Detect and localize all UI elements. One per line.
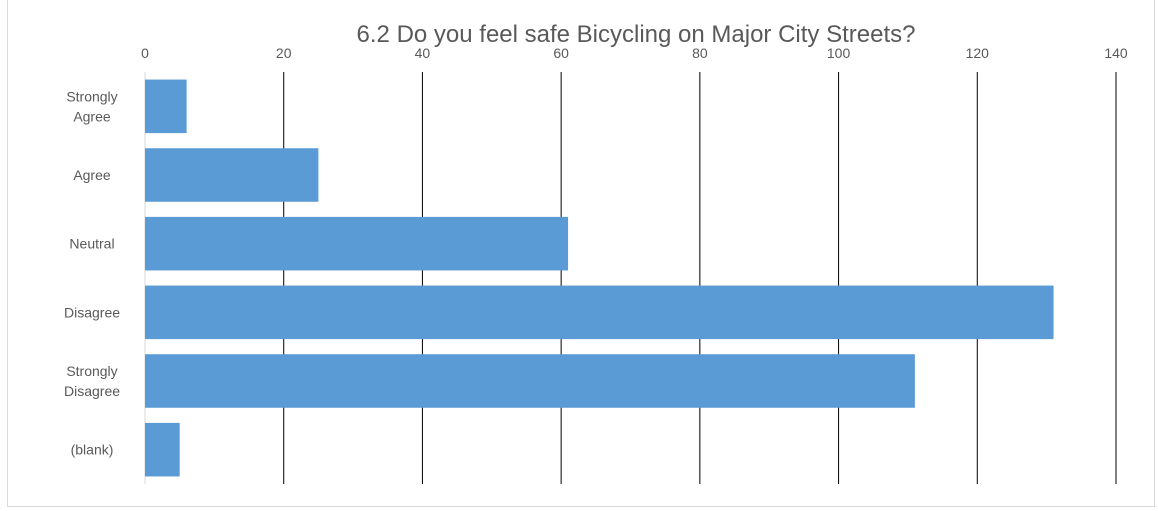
bar (145, 148, 319, 202)
x-tick-label: 80 (692, 45, 708, 61)
bar (145, 216, 569, 271)
bars (145, 79, 1054, 477)
category-label: Neutral (69, 236, 114, 252)
chart-title: 6.2 Do you feel safe Bicycling on Major … (357, 21, 916, 48)
category-label: Strongly Disagree (64, 363, 120, 399)
y-axis-categories: Strongly Agree Agree Neutral Disagree Strongl… (64, 88, 120, 457)
x-tick-label: 100 (827, 45, 851, 61)
bar (145, 354, 915, 408)
x-tick-label: 20 (276, 45, 292, 61)
x-axis-ticks: 0 20 40 60 80 100 120 140 (141, 45, 1128, 61)
x-tick-label: 60 (553, 45, 569, 61)
bar (145, 285, 1054, 340)
x-tick-label: 140 (1104, 45, 1128, 61)
x-tick-label: 0 (141, 45, 149, 61)
category-label: Strongly Agree (66, 88, 117, 124)
bar (145, 79, 187, 134)
category-label: Disagree (64, 304, 120, 320)
x-tick-label: 120 (966, 45, 990, 61)
x-tick-label: 40 (415, 45, 431, 61)
bar (145, 422, 180, 477)
category-label: (blank) (71, 442, 114, 458)
grid-lines (144, 72, 1117, 484)
category-label: Agree (73, 167, 111, 183)
